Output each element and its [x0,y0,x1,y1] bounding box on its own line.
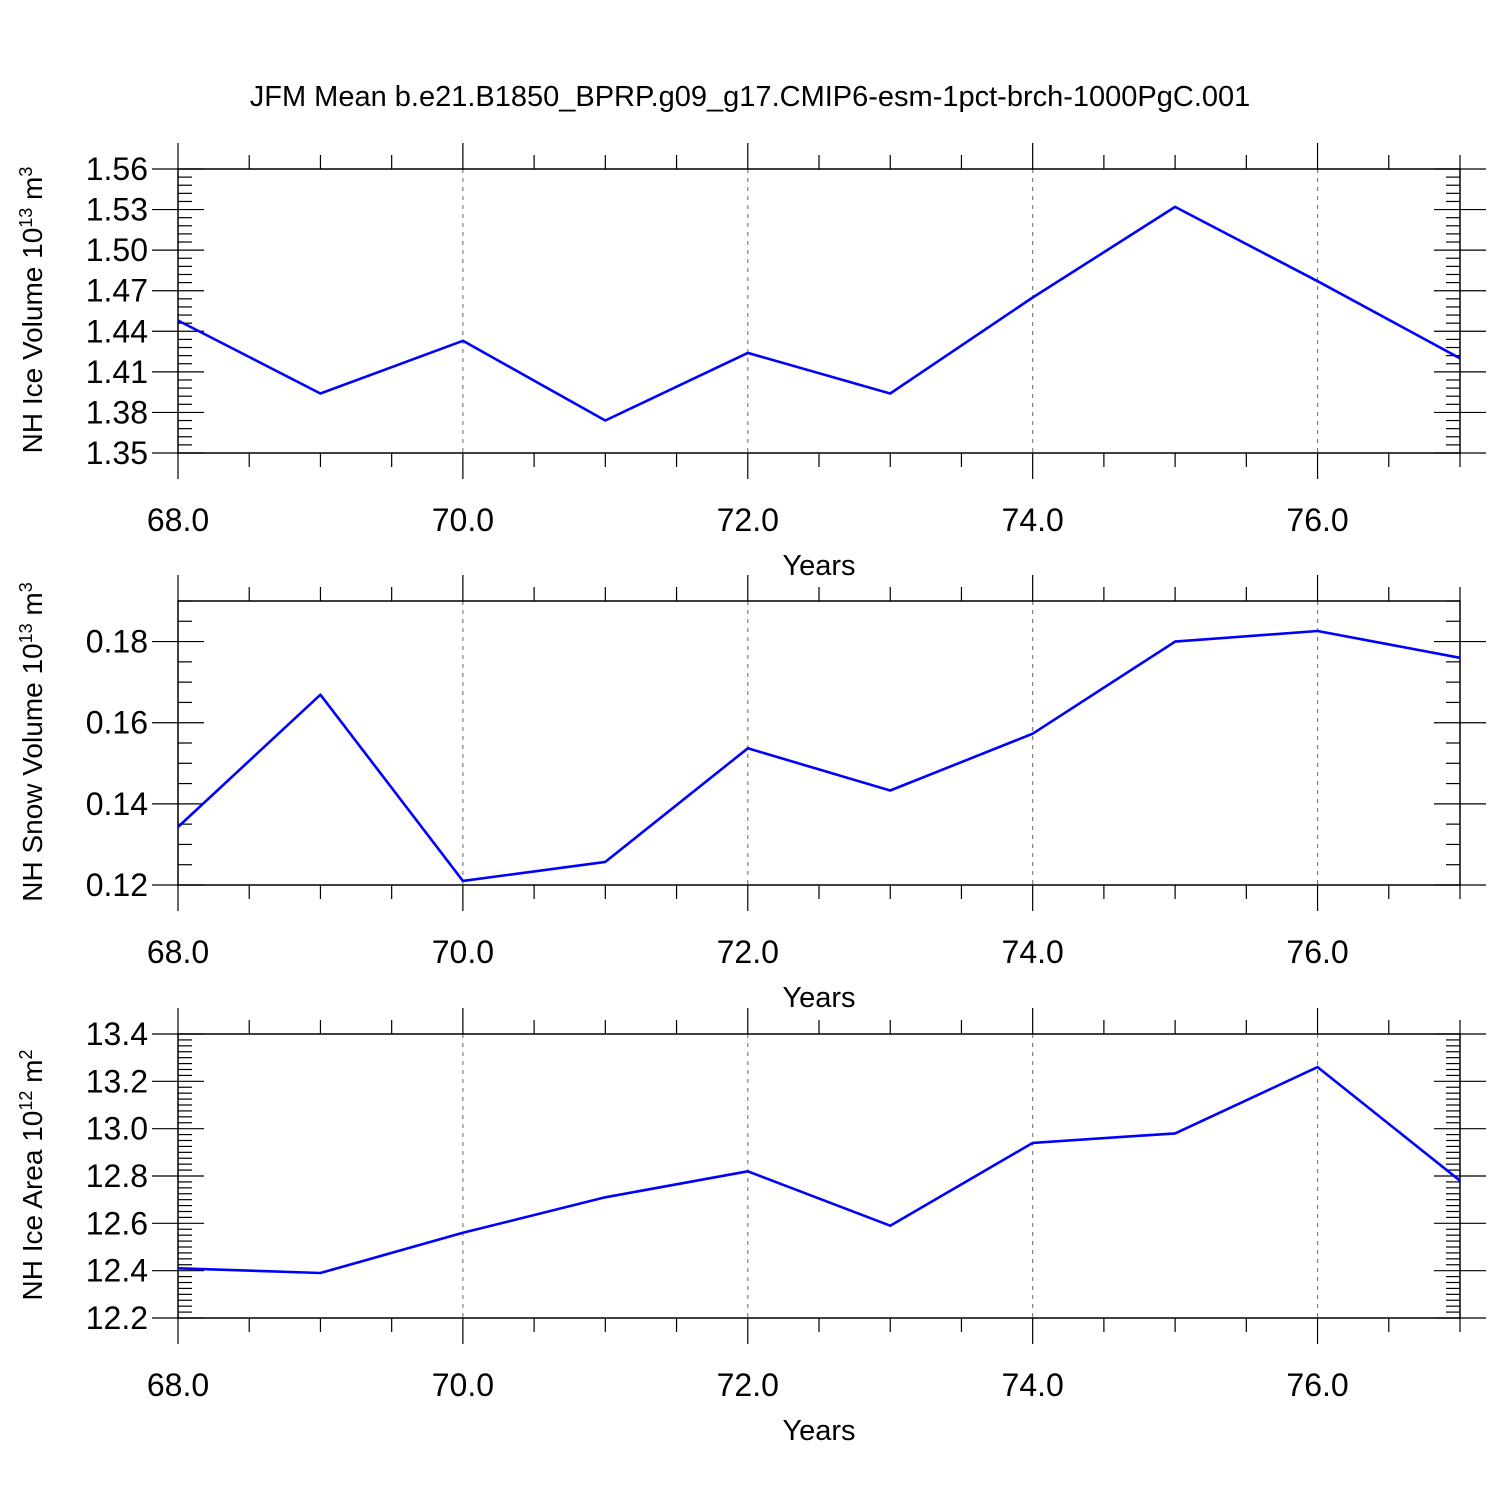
x-tick-label: 68.0 [147,934,209,970]
x-axis-title: Years [782,1415,855,1447]
y-axis-title: NH Snow Volume 1013 m3 [16,582,48,902]
series-line [177,205,1461,422]
y-tick-label: 0.12 [86,867,148,903]
y-tick-label: 12.6 [86,1205,148,1241]
chart-panel: 12.2 12.4 12.6 12.8 13.0 13.2 13.4 68.0 70.0 72.0… [16,1008,1486,1447]
plot-frame [177,168,1461,454]
y-tick-label: 0.14 [86,786,148,822]
series-line [177,1065,1461,1275]
y-tick-label: 1.44 [86,313,148,349]
x-tick-label: 70.0 [432,934,494,970]
y-tick-label: 1.50 [86,232,148,268]
x-tick-label: 72.0 [717,934,779,970]
x-tick-label: 70.0 [432,1367,494,1403]
x-tick-label: 74.0 [1002,1367,1064,1403]
x-tick-label: 68.0 [147,1367,209,1403]
x-tick-label: 74.0 [1002,502,1064,538]
x-tick-label: 72.0 [717,502,779,538]
y-axis-title: NH Ice Area 1012 m2 [16,1049,48,1300]
y-tick-label: 12.8 [86,1158,148,1194]
x-axis-title: Years [782,982,855,1014]
y-tick-label: 1.53 [86,192,148,228]
y-tick-label: 13.0 [86,1111,148,1147]
x-tick-label: 76.0 [1286,502,1348,538]
x-tick-label: 76.0 [1286,1367,1348,1403]
y-axis-title: NH Ice Volume 1013 m3 [16,167,48,454]
y-tick-label: 13.4 [86,1016,148,1052]
y-tick-label: 12.4 [86,1253,148,1289]
x-tick-label: 72.0 [717,1367,779,1403]
x-tick-label: 68.0 [147,502,209,538]
chart-panel: 0.12 0.14 0.16 0.18 68.0 70.0 72.0 74.0 76.0 Year… [16,575,1486,1014]
y-tick-label: 12.2 [86,1300,148,1336]
x-tick-label: 70.0 [432,502,494,538]
y-tick-label: 13.2 [86,1063,148,1099]
figure-title: JFM Mean b.e21.B1850_BPRP.g09_g17.CMIP6-… [250,81,1251,113]
y-tick-label: 0.18 [86,624,148,660]
plot-frame [177,1033,1461,1319]
y-tick-label: 1.41 [86,354,148,390]
y-tick-label: 1.47 [86,273,148,309]
x-axis-title: Years [782,550,855,582]
chart-panels: 1.35 1.38 1.41 1.44 1.47 1.50 1.53 1.56 68.0 70.0… [16,143,1486,1447]
y-tick-label: 1.38 [86,394,148,430]
chart-panel: 1.35 1.38 1.41 1.44 1.47 1.50 1.53 1.56 68.0 70.0… [16,143,1486,582]
y-tick-label: 1.35 [86,435,148,471]
y-tick-label: 1.56 [86,151,148,187]
y-tick-label: 0.16 [86,705,148,741]
x-tick-label: 76.0 [1286,934,1348,970]
series-line [177,629,1461,883]
x-tick-label: 74.0 [1002,934,1064,970]
plot-frame [177,600,1461,886]
